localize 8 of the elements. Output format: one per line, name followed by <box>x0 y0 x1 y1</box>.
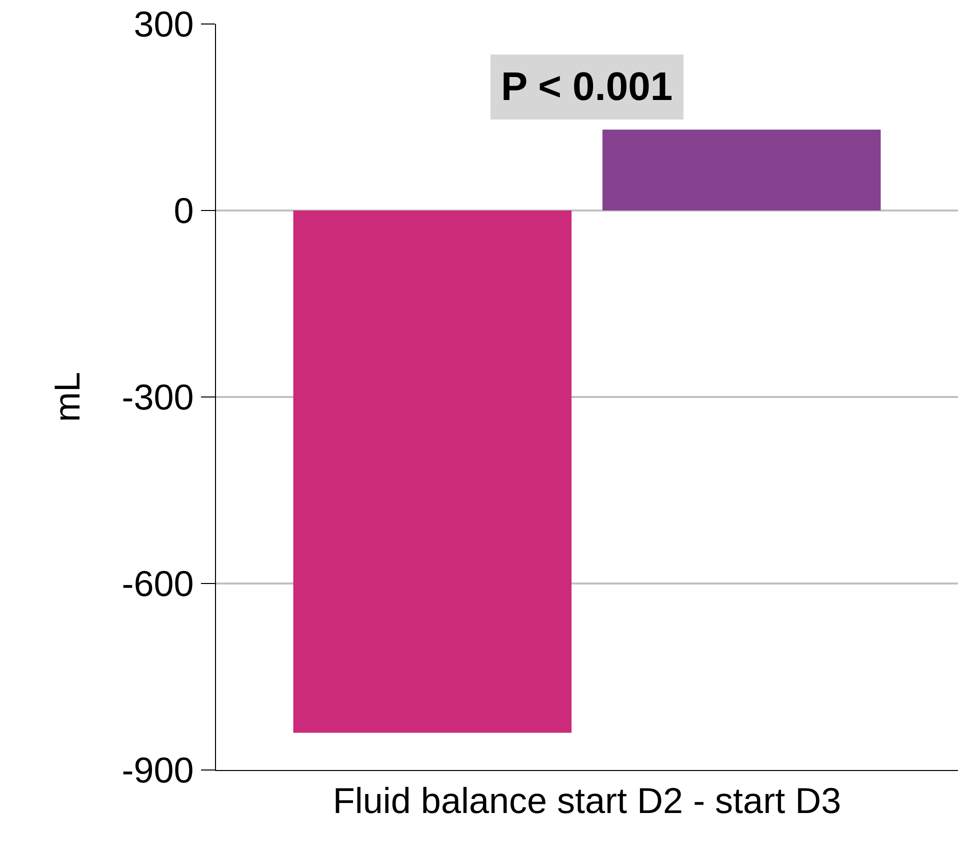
y-tick-label: 0 <box>174 190 194 232</box>
x-axis-title: Fluid balance start D2 - start D3 <box>332 780 842 821</box>
y-tick-label: -900 <box>122 750 194 791</box>
y-tick-label: -600 <box>122 563 194 604</box>
y-tick-label: 300 <box>134 4 194 45</box>
y-axis-title: mL <box>46 372 88 422</box>
y-tick-label: -300 <box>122 376 194 418</box>
annotation: P < 0.001 <box>501 65 673 109</box>
